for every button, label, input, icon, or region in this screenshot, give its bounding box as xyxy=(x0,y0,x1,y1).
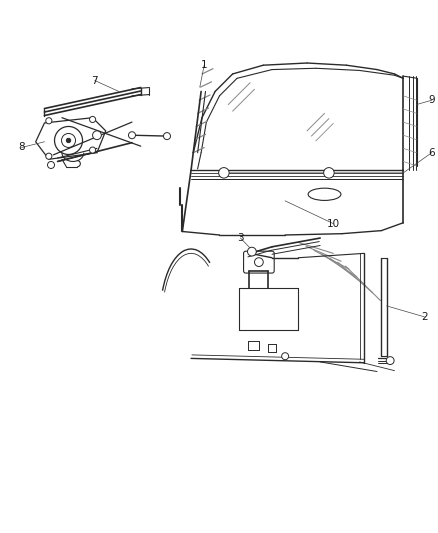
Circle shape xyxy=(92,131,101,140)
Circle shape xyxy=(46,153,52,159)
Circle shape xyxy=(218,167,229,178)
Text: 10: 10 xyxy=(326,219,339,229)
Circle shape xyxy=(46,118,52,124)
Circle shape xyxy=(163,133,170,140)
Text: 6: 6 xyxy=(427,148,434,158)
Circle shape xyxy=(89,147,95,153)
Text: 8: 8 xyxy=(18,142,25,152)
Text: 2: 2 xyxy=(420,312,427,322)
Text: 9: 9 xyxy=(427,95,434,105)
Circle shape xyxy=(47,161,54,168)
Circle shape xyxy=(247,247,256,256)
Circle shape xyxy=(385,357,393,365)
Circle shape xyxy=(128,132,135,139)
Text: 3: 3 xyxy=(237,233,243,243)
Text: 7: 7 xyxy=(91,76,98,85)
Circle shape xyxy=(254,258,263,266)
Circle shape xyxy=(89,116,95,123)
Circle shape xyxy=(66,138,71,143)
Circle shape xyxy=(323,167,333,178)
Circle shape xyxy=(281,353,288,360)
Text: 1: 1 xyxy=(201,60,207,70)
